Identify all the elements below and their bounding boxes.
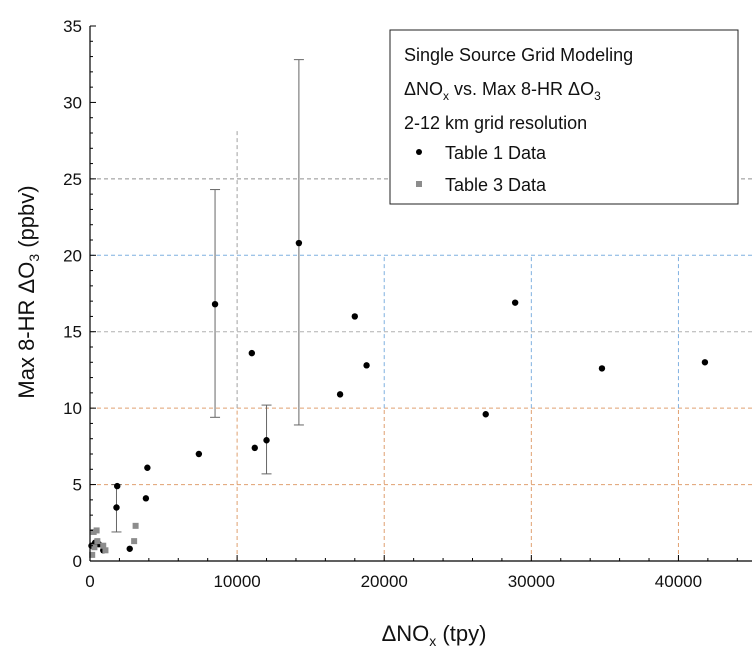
y-tick-label: 0 <box>73 552 82 571</box>
axes <box>89 25 752 562</box>
data-point-table-1 <box>211 301 219 308</box>
data-point-table-1 <box>195 450 203 458</box>
x-tick-label: 20000 <box>361 572 408 591</box>
data-point-table-3 <box>131 538 138 545</box>
data-point-table-1 <box>482 411 489 418</box>
y-tick-label: 35 <box>63 17 82 36</box>
y-tick-label: 30 <box>63 93 82 112</box>
y-tick-label: 25 <box>63 170 82 189</box>
error-bars <box>111 59 304 533</box>
legend: Single Source Grid Modeling ΔNOx vs. Max… <box>389 29 739 205</box>
x-tick-label: 0 <box>85 572 94 591</box>
x-axis-title-subscript: x <box>429 633 436 649</box>
legend-line-1: Single Source Grid Modeling <box>404 45 633 65</box>
data-points <box>88 239 709 558</box>
data-point-table-1 <box>113 504 120 511</box>
data-point-table-1 <box>251 444 258 452</box>
data-point-table-1 <box>263 437 270 444</box>
y-axis-title-prefix: Max 8-HR ΔO <box>14 262 39 399</box>
legend-marker-table-3 <box>416 181 422 187</box>
tick-labels: 0 5 10 15 20 25 30 35 0 10000 20000 30000 40000 <box>63 17 702 591</box>
legend-line-2-sub-b: 3 <box>594 89 601 103</box>
data-point-table-1 <box>511 299 519 306</box>
data-point-table-3 <box>132 522 139 529</box>
legend-marker-table-1 <box>416 149 422 155</box>
data-point-table-1 <box>126 545 133 552</box>
legend-box <box>389 29 739 205</box>
x-axis-title-suffix: (tpy) <box>436 621 486 646</box>
legend-line-2-a: ΔNO <box>404 79 443 99</box>
y-axis-title-suffix: (ppbv) <box>14 185 39 253</box>
data-point-table-1 <box>701 359 709 366</box>
x-tick-label: 40000 <box>655 572 702 591</box>
legend-entry-table-3: Table 3 Data <box>445 175 547 195</box>
y-axis-title-subscript: 3 <box>26 254 42 262</box>
data-point-table-1 <box>363 362 370 369</box>
data-point-table-1 <box>351 313 358 320</box>
data-point-table-1 <box>295 239 303 247</box>
data-point-table-3 <box>100 542 107 549</box>
data-point-table-1 <box>598 365 606 372</box>
y-tick-label: 10 <box>63 399 82 418</box>
x-axis-title-prefix: ΔNO <box>382 621 430 646</box>
legend-line-3: 2-12 km grid resolution <box>404 113 587 133</box>
legend-line-2: ΔNOx vs. Max 8-HR ΔO3 <box>404 79 601 103</box>
legend-entry-table-1: Table 1 Data <box>445 143 547 163</box>
x-tick-label: 10000 <box>213 572 260 591</box>
data-point-table-1 <box>144 464 151 471</box>
data-point-table-1 <box>336 391 344 398</box>
y-tick-label: 5 <box>73 476 82 495</box>
data-point-table-3 <box>94 538 101 545</box>
data-point-table-3 <box>102 547 109 554</box>
legend-line-2-sub-a: x <box>443 89 449 103</box>
data-point-table-3 <box>93 527 100 534</box>
data-point-table-3 <box>89 551 96 558</box>
data-point-table-3 <box>91 544 98 551</box>
legend-line-2-b: vs. Max 8-HR ΔO <box>449 79 594 99</box>
data-point-table-1 <box>248 349 256 357</box>
y-tick-label: 15 <box>63 323 82 342</box>
x-axis-title: ΔNOx (tpy) <box>382 621 487 649</box>
x-tick-label: 30000 <box>508 572 555 591</box>
y-axis-title: Max 8-HR ΔO3 (ppbv) <box>14 185 42 398</box>
data-point-table-1 <box>114 482 121 490</box>
y-tick-label: 20 <box>63 246 82 265</box>
data-point-table-1 <box>142 495 150 502</box>
